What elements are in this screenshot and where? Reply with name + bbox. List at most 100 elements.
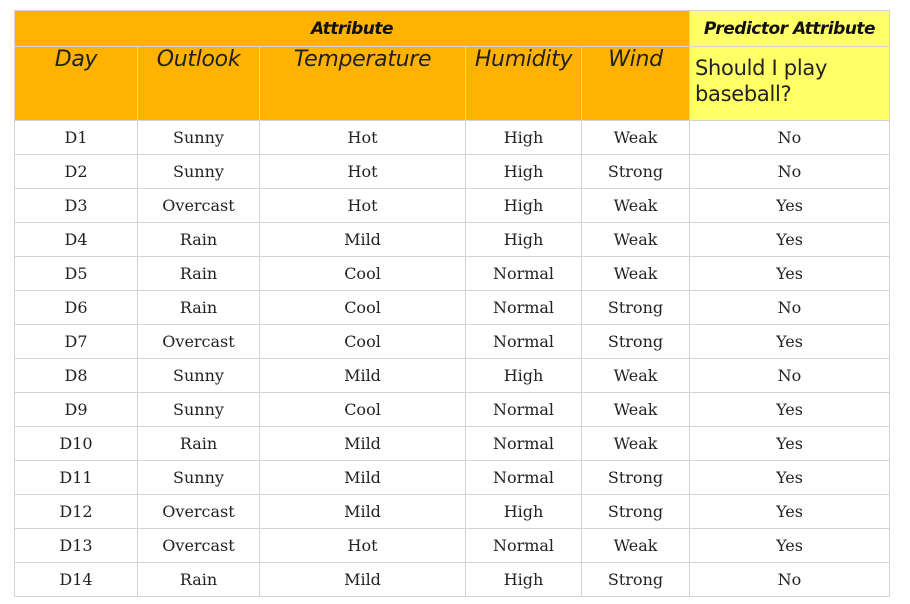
cell-play: No — [689, 562, 890, 597]
table-row: D8 Sunny Mild High Weak No — [14, 358, 890, 393]
cell-wind: Weak — [581, 392, 690, 427]
cell-play: Yes — [689, 324, 890, 359]
cell-day: D14 — [14, 562, 138, 597]
cell-outlook: Rain — [137, 222, 260, 257]
column-header-humidity: Humidity — [465, 46, 582, 121]
predictor-group-header: Predictor Attribute — [689, 10, 890, 47]
cell-play: No — [689, 290, 890, 325]
cell-play: No — [689, 120, 890, 155]
table-row: D11 Sunny Mild Normal Strong Yes — [14, 460, 890, 495]
cell-day: D8 — [14, 358, 138, 393]
cell-wind: Strong — [581, 460, 690, 495]
cell-humidity: Normal — [465, 392, 582, 427]
cell-play: Yes — [689, 222, 890, 257]
cell-wind: Weak — [581, 528, 690, 563]
cell-wind: Weak — [581, 222, 690, 257]
cell-play: Yes — [689, 188, 890, 223]
cell-outlook: Rain — [137, 290, 260, 325]
cell-wind: Weak — [581, 120, 690, 155]
cell-wind: Weak — [581, 256, 690, 291]
cell-temperature: Mild — [259, 358, 466, 393]
column-header-play-baseball: Should I play baseball? — [689, 46, 890, 121]
cell-wind: Strong — [581, 324, 690, 359]
cell-day: D9 — [14, 392, 138, 427]
cell-wind: Weak — [581, 358, 690, 393]
cell-temperature: Mild — [259, 222, 466, 257]
cell-wind: Strong — [581, 154, 690, 189]
table-row: D1 Sunny Hot High Weak No — [14, 120, 890, 155]
table-row: D13 Overcast Hot Normal Weak Yes — [14, 528, 890, 563]
cell-play: Yes — [689, 460, 890, 495]
table-row: D10 Rain Mild Normal Weak Yes — [14, 426, 890, 461]
table-row: D12 Overcast Mild High Strong Yes — [14, 494, 890, 529]
cell-temperature: Hot — [259, 120, 466, 155]
table-row: D6 Rain Cool Normal Strong No — [14, 290, 890, 325]
column-header-temperature: Temperature — [259, 46, 466, 121]
cell-day: D11 — [14, 460, 138, 495]
table-row: D14 Rain Mild High Strong No — [14, 562, 890, 597]
cell-temperature: Hot — [259, 188, 466, 223]
cell-day: D10 — [14, 426, 138, 461]
cell-temperature: Mild — [259, 426, 466, 461]
cell-outlook: Overcast — [137, 494, 260, 529]
cell-temperature: Mild — [259, 494, 466, 529]
cell-humidity: Normal — [465, 324, 582, 359]
cell-day: D13 — [14, 528, 138, 563]
cell-outlook: Sunny — [137, 154, 260, 189]
cell-day: D1 — [14, 120, 138, 155]
table-row: D4 Rain Mild High Weak Yes — [14, 222, 890, 257]
cell-humidity: Normal — [465, 426, 582, 461]
cell-humidity: High — [465, 358, 582, 393]
cell-wind: Strong — [581, 562, 690, 597]
cell-humidity: Normal — [465, 256, 582, 291]
cell-day: D5 — [14, 256, 138, 291]
cell-humidity: Normal — [465, 290, 582, 325]
cell-temperature: Cool — [259, 392, 466, 427]
group-header-row: Attribute Predictor Attribute — [14, 10, 890, 47]
cell-play: Yes — [689, 392, 890, 427]
cell-outlook: Sunny — [137, 358, 260, 393]
cell-wind: Weak — [581, 188, 690, 223]
cell-outlook: Sunny — [137, 460, 260, 495]
column-header-day: Day — [14, 46, 138, 121]
cell-humidity: Normal — [465, 460, 582, 495]
cell-outlook: Rain — [137, 426, 260, 461]
cell-temperature: Hot — [259, 528, 466, 563]
cell-play: No — [689, 154, 890, 189]
column-header-wind: Wind — [581, 46, 690, 121]
cell-humidity: High — [465, 154, 582, 189]
cell-outlook: Overcast — [137, 528, 260, 563]
cell-humidity: Normal — [465, 528, 582, 563]
cell-humidity: High — [465, 494, 582, 529]
cell-temperature: Mild — [259, 460, 466, 495]
table-row: D9 Sunny Cool Normal Weak Yes — [14, 392, 890, 427]
table-row: D3 Overcast Hot High Weak Yes — [14, 188, 890, 223]
weather-table: Attribute Predictor Attribute Day Outloo… — [14, 10, 890, 597]
cell-temperature: Cool — [259, 290, 466, 325]
cell-outlook: Overcast — [137, 324, 260, 359]
cell-play: Yes — [689, 494, 890, 529]
cell-day: D6 — [14, 290, 138, 325]
cell-wind: Strong — [581, 494, 690, 529]
cell-temperature: Hot — [259, 154, 466, 189]
cell-outlook: Rain — [137, 256, 260, 291]
cell-play: Yes — [689, 426, 890, 461]
cell-temperature: Cool — [259, 324, 466, 359]
cell-day: D2 — [14, 154, 138, 189]
column-header-row: Day Outlook Temperature Humidity Wind Sh… — [14, 46, 890, 121]
cell-temperature: Mild — [259, 562, 466, 597]
table-row: D5 Rain Cool Normal Weak Yes — [14, 256, 890, 291]
cell-humidity: High — [465, 188, 582, 223]
cell-day: D4 — [14, 222, 138, 257]
table-row: D7 Overcast Cool Normal Strong Yes — [14, 324, 890, 359]
cell-humidity: High — [465, 562, 582, 597]
column-header-outlook: Outlook — [137, 46, 260, 121]
cell-wind: Weak — [581, 426, 690, 461]
table-body: D1 Sunny Hot High Weak No D2 Sunny Hot High Strong… — [14, 120, 890, 597]
table-row: D2 Sunny Hot High Strong No — [14, 154, 890, 189]
cell-outlook: Sunny — [137, 120, 260, 155]
cell-outlook: Overcast — [137, 188, 260, 223]
cell-play: Yes — [689, 256, 890, 291]
cell-day: D12 — [14, 494, 138, 529]
attribute-group-header: Attribute — [14, 10, 690, 47]
